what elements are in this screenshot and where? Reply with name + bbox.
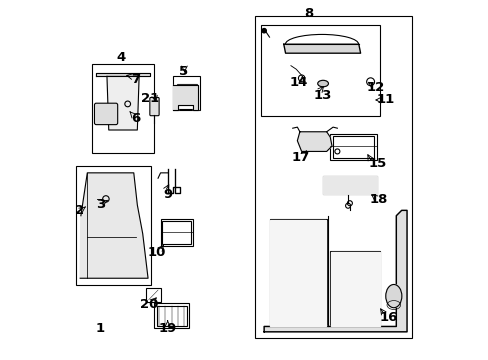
Text: 8: 8 <box>304 8 313 21</box>
Text: 13: 13 <box>312 89 331 102</box>
Text: 17: 17 <box>290 151 309 165</box>
Text: 6: 6 <box>131 112 140 125</box>
Polygon shape <box>173 85 198 111</box>
Text: 9: 9 <box>163 188 173 201</box>
Text: 7: 7 <box>131 73 140 86</box>
Polygon shape <box>107 76 139 130</box>
Ellipse shape <box>317 80 328 87</box>
Bar <box>92 64 154 153</box>
Text: 4: 4 <box>117 51 125 64</box>
Text: 10: 10 <box>147 246 165 259</box>
Bar <box>160 219 192 246</box>
Text: 14: 14 <box>289 76 308 89</box>
Bar <box>157 306 186 326</box>
Text: 21: 21 <box>141 92 160 105</box>
Bar <box>254 17 411 338</box>
Ellipse shape <box>385 284 401 308</box>
Text: 5: 5 <box>179 65 188 78</box>
Bar <box>269 219 326 327</box>
FancyBboxPatch shape <box>94 103 118 125</box>
Bar <box>173 76 200 111</box>
Polygon shape <box>96 73 149 76</box>
Bar <box>329 251 380 327</box>
Text: 18: 18 <box>369 193 387 206</box>
Text: 11: 11 <box>376 94 394 107</box>
Bar <box>260 24 379 116</box>
Circle shape <box>262 28 266 33</box>
Polygon shape <box>270 220 325 326</box>
Text: 2: 2 <box>74 204 83 217</box>
Bar <box>146 288 160 302</box>
Text: 12: 12 <box>366 81 384 94</box>
Bar <box>162 221 190 244</box>
Polygon shape <box>264 210 406 332</box>
Polygon shape <box>330 252 379 326</box>
Polygon shape <box>323 176 376 194</box>
Text: 15: 15 <box>367 157 386 170</box>
Bar <box>76 166 151 285</box>
Bar <box>176 84 197 109</box>
Bar <box>154 303 189 328</box>
FancyBboxPatch shape <box>149 98 159 116</box>
Text: 20: 20 <box>140 298 158 311</box>
Bar <box>332 136 373 158</box>
Text: 16: 16 <box>379 311 398 324</box>
Text: 19: 19 <box>159 323 177 336</box>
Polygon shape <box>80 173 148 278</box>
Text: 1: 1 <box>95 323 104 336</box>
Text: 3: 3 <box>96 198 105 211</box>
Polygon shape <box>283 44 360 53</box>
Polygon shape <box>297 132 331 152</box>
Bar <box>323 176 376 194</box>
Bar <box>329 134 376 160</box>
